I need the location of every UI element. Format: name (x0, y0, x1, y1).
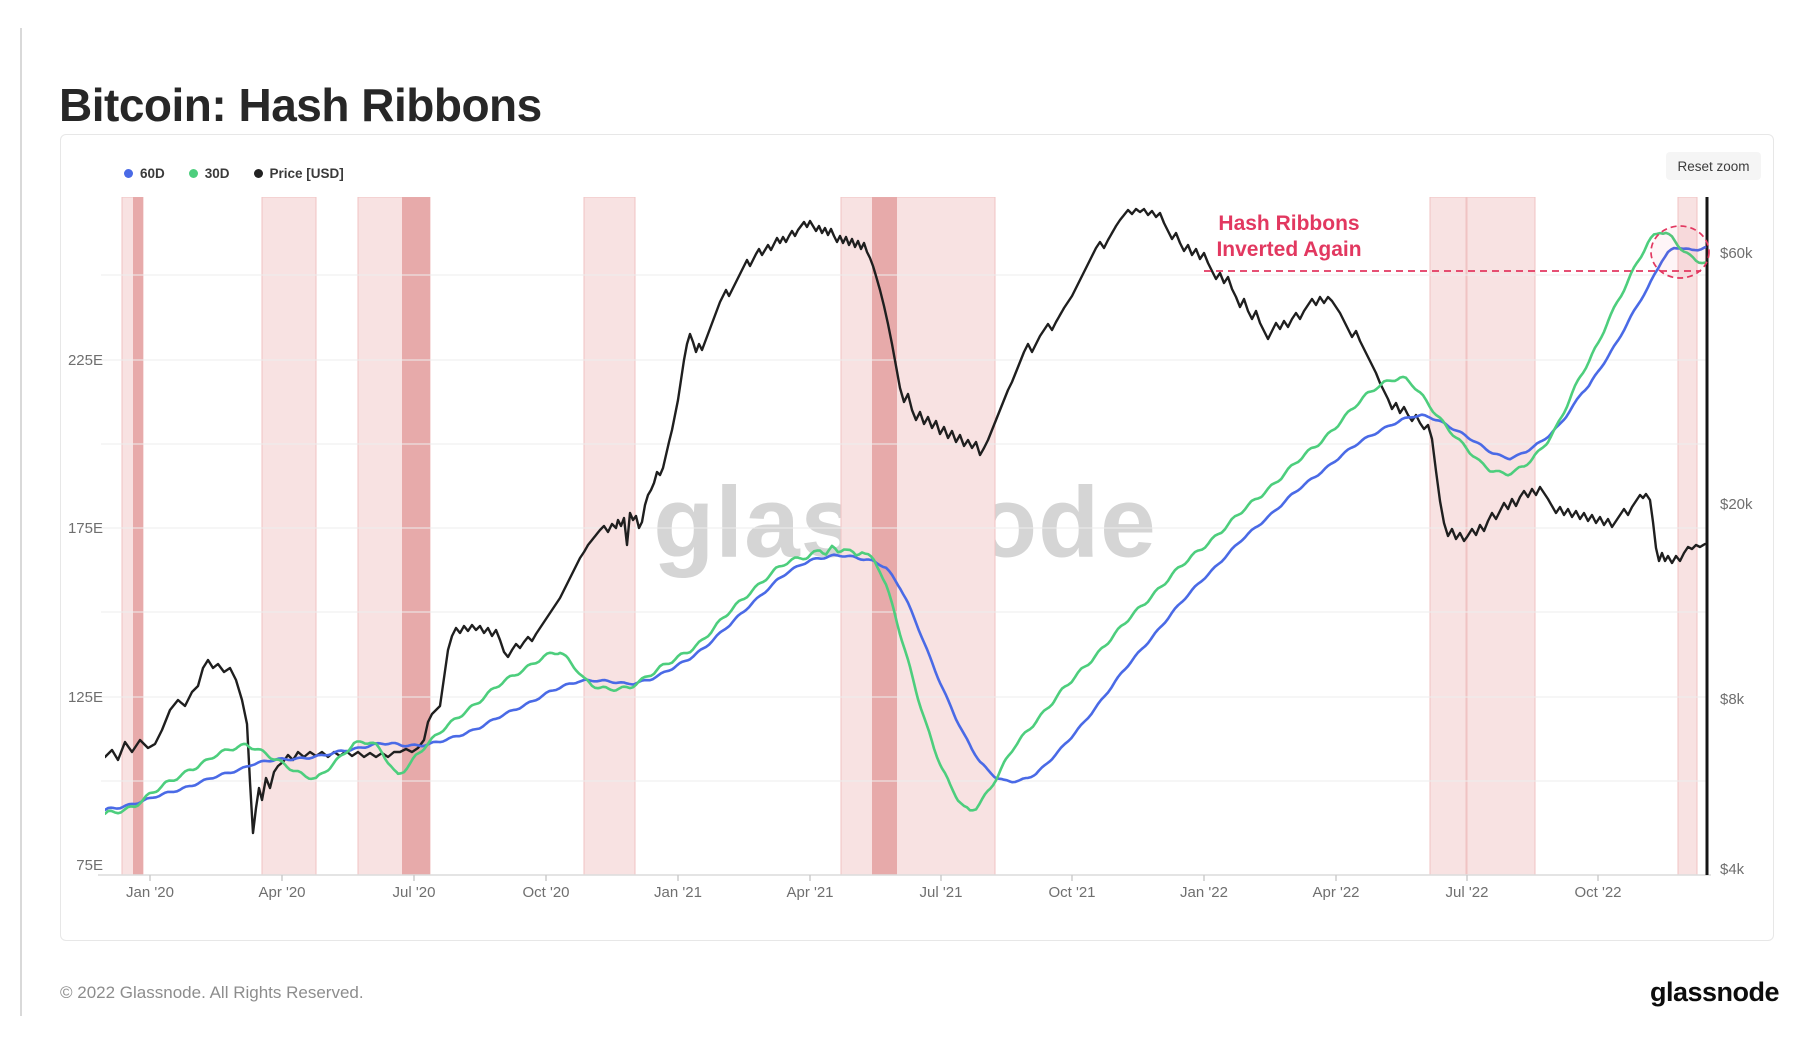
legend-item-30d[interactable]: 30D (188, 166, 230, 181)
svg-text:$20k: $20k (1720, 496, 1753, 513)
svg-text:Jul '21: Jul '21 (920, 884, 963, 901)
svg-text:Jan '21: Jan '21 (654, 884, 702, 901)
svg-text:Jul '22: Jul '22 (1446, 884, 1489, 901)
axes (98, 197, 1711, 881)
legend-dot-60d-icon (124, 169, 133, 178)
annotation-dashed-circle (1650, 225, 1710, 279)
svg-text:225E: 225E (68, 352, 103, 369)
legend-dot-30d-icon (188, 169, 198, 178)
svg-text:$8k: $8k (1720, 691, 1745, 708)
reset-zoom-button[interactable]: Reset zoom (1666, 152, 1761, 180)
legend-label-60d: 60D (140, 166, 165, 181)
page-left-rule (20, 28, 22, 1016)
price-usd-line (105, 207, 1707, 835)
gridlines (101, 274, 1707, 782)
annotation-line1: Hash Ribbons (1218, 212, 1360, 235)
inversion-bands (121, 197, 1698, 875)
axis-labels: 225E 175E 125E 75E $60k $20k $8k $4k Jan '20 Apr … (68, 245, 1753, 901)
legend-item-price[interactable]: Price [USD] (253, 166, 344, 181)
svg-text:Jan '20: Jan '20 (126, 884, 174, 901)
svg-text:125E: 125E (68, 689, 103, 706)
svg-text:75E: 75E (76, 857, 103, 874)
chart-legend: 60D 30D Price [USD] (124, 166, 344, 181)
page-title: Bitcoin: Hash Ribbons (59, 78, 542, 131)
annotation-line2: Inverted Again (1216, 238, 1362, 261)
svg-text:Oct '20: Oct '20 (522, 884, 569, 901)
svg-text:$4k: $4k (1720, 861, 1745, 878)
glassnode-logo: glassnode (1649, 977, 1780, 1007)
annotation-hash-ribbons-inverted: Hash Ribbons Inverted Again (1188, 211, 1390, 263)
hashrate-30d-line (105, 231, 1707, 816)
svg-text:Apr '20: Apr '20 (258, 884, 305, 901)
svg-text:Oct '21: Oct '21 (1048, 884, 1095, 901)
svg-text:Jan '22: Jan '22 (1180, 884, 1228, 901)
hashrate-60d-line (105, 245, 1707, 812)
legend-item-60d[interactable]: 60D (124, 166, 165, 181)
svg-text:Oct '22: Oct '22 (1574, 884, 1621, 901)
copyright-text: © 2022 Glassnode. All Rights Reserved. (60, 983, 364, 1002)
legend-dot-price-icon (253, 169, 263, 178)
svg-text:$60k: $60k (1720, 245, 1753, 262)
svg-text:Apr '22: Apr '22 (1312, 884, 1359, 901)
legend-label-30d: 30D (204, 166, 230, 181)
svg-text:175E: 175E (68, 520, 103, 537)
legend-label-price: Price [USD] (269, 166, 344, 181)
svg-text:Apr '21: Apr '21 (786, 884, 833, 901)
svg-text:Jul '20: Jul '20 (393, 884, 436, 901)
